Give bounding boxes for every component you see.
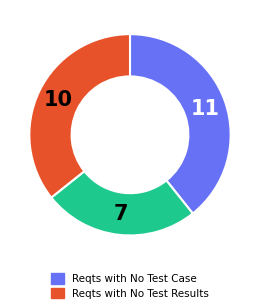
Wedge shape <box>29 34 130 198</box>
Legend: Reqts with No Test Case, Reqts with No Test Results, Reqts with Test Results: Reqts with No Test Case, Reqts with No T… <box>46 268 214 300</box>
Wedge shape <box>51 171 193 236</box>
Text: 11: 11 <box>191 98 219 118</box>
Text: 10: 10 <box>44 90 73 110</box>
Text: 7: 7 <box>114 204 128 224</box>
Wedge shape <box>130 34 231 214</box>
